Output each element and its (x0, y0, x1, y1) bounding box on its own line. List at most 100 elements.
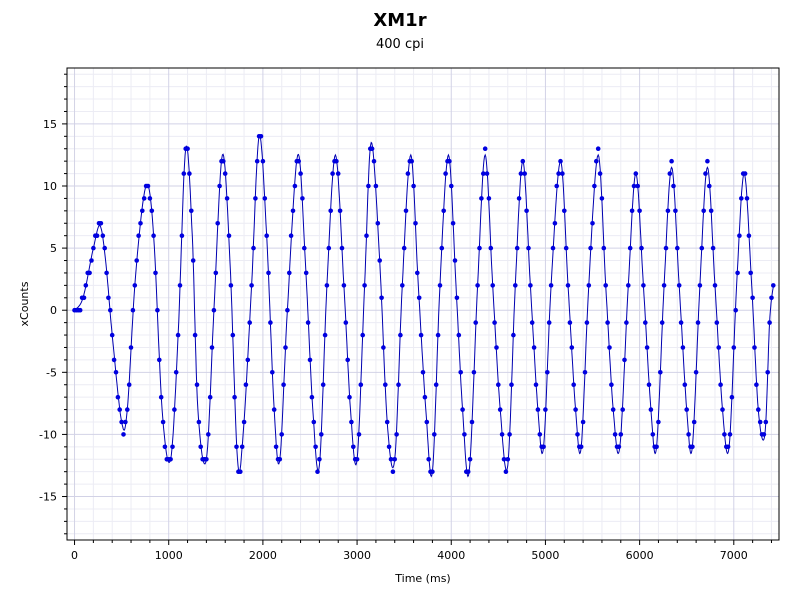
data-point (396, 382, 401, 388)
data-point (409, 158, 415, 164)
data-point (160, 419, 166, 425)
data-point (535, 407, 541, 412)
data-point (311, 419, 317, 425)
data-point (356, 432, 362, 437)
data-point (616, 444, 622, 450)
data-point (680, 345, 686, 350)
data-point (618, 432, 624, 437)
data-point (196, 419, 202, 425)
data-point (731, 345, 737, 350)
data-point (509, 382, 514, 388)
data-point (531, 345, 537, 350)
data-point (511, 332, 516, 338)
data-point (467, 457, 473, 462)
data-point (309, 394, 315, 400)
data-point (729, 394, 735, 400)
data-point (722, 432, 727, 437)
data-point (714, 320, 720, 325)
data-point (560, 171, 565, 176)
data-point (326, 245, 332, 251)
data-point (761, 432, 767, 437)
data-point (115, 394, 121, 400)
data-point (339, 245, 345, 251)
data-point (607, 345, 612, 350)
data-point (243, 382, 249, 388)
data-point (128, 345, 134, 350)
data-point (432, 432, 437, 437)
axis-ticks (62, 73, 772, 545)
data-point (545, 370, 550, 375)
data-point (413, 221, 418, 226)
data-point (189, 208, 194, 214)
data-point (595, 146, 601, 151)
data-point (290, 208, 296, 214)
data-point (558, 158, 563, 164)
data-point (712, 283, 718, 288)
data-point (507, 432, 512, 437)
data-point (733, 307, 738, 313)
data-point (141, 196, 147, 201)
data-point (526, 245, 531, 251)
y-tick-label: 0 (50, 304, 57, 317)
data-point (691, 419, 697, 425)
x-axis-label: Time (ms) (394, 572, 450, 585)
data-point (575, 432, 580, 437)
data-point (518, 171, 524, 176)
data-point (383, 382, 388, 388)
data-point (479, 196, 484, 201)
data-point (239, 444, 245, 450)
data-point (477, 245, 482, 251)
data-point (750, 295, 755, 301)
data-point (718, 382, 723, 388)
data-point (562, 208, 567, 214)
data-point (661, 283, 667, 288)
data-point (450, 221, 456, 226)
data-point (81, 295, 87, 301)
data-point (763, 419, 769, 425)
data-point (390, 469, 396, 475)
data-point (639, 245, 644, 251)
data-point (253, 196, 258, 201)
data-point (482, 146, 488, 151)
data-point (599, 196, 605, 201)
data-point (194, 382, 200, 388)
data-point (317, 457, 322, 462)
data-point (631, 183, 637, 189)
data-point (106, 295, 111, 301)
data-point (744, 196, 750, 201)
data-point (386, 444, 392, 450)
data-point (514, 245, 520, 251)
data-point (138, 221, 143, 226)
data-point (586, 283, 592, 288)
data-point (307, 357, 313, 363)
data-point (592, 183, 597, 189)
data-point (98, 221, 104, 226)
data-point (673, 208, 678, 214)
data-point (354, 457, 360, 462)
data-point (190, 258, 196, 263)
data-point (648, 407, 654, 412)
data-point (140, 208, 145, 214)
data-point (458, 370, 464, 375)
data-point (637, 208, 642, 214)
data-point (285, 307, 290, 313)
data-point (207, 394, 213, 400)
data-point (565, 283, 571, 288)
data-point (456, 332, 462, 338)
data-point (211, 307, 217, 313)
y-tick-label: -5 (46, 366, 57, 379)
data-point (629, 208, 635, 214)
data-point (277, 457, 283, 462)
data-point (667, 171, 673, 176)
data-point (330, 171, 335, 176)
data-point (543, 407, 548, 412)
data-point (335, 171, 341, 176)
data-point (475, 283, 480, 288)
data-point (573, 407, 578, 412)
data-point (449, 183, 454, 189)
data-point (563, 245, 569, 251)
data-point (302, 245, 307, 251)
data-point (313, 444, 318, 450)
data-point (590, 221, 595, 226)
data-point (486, 196, 492, 201)
